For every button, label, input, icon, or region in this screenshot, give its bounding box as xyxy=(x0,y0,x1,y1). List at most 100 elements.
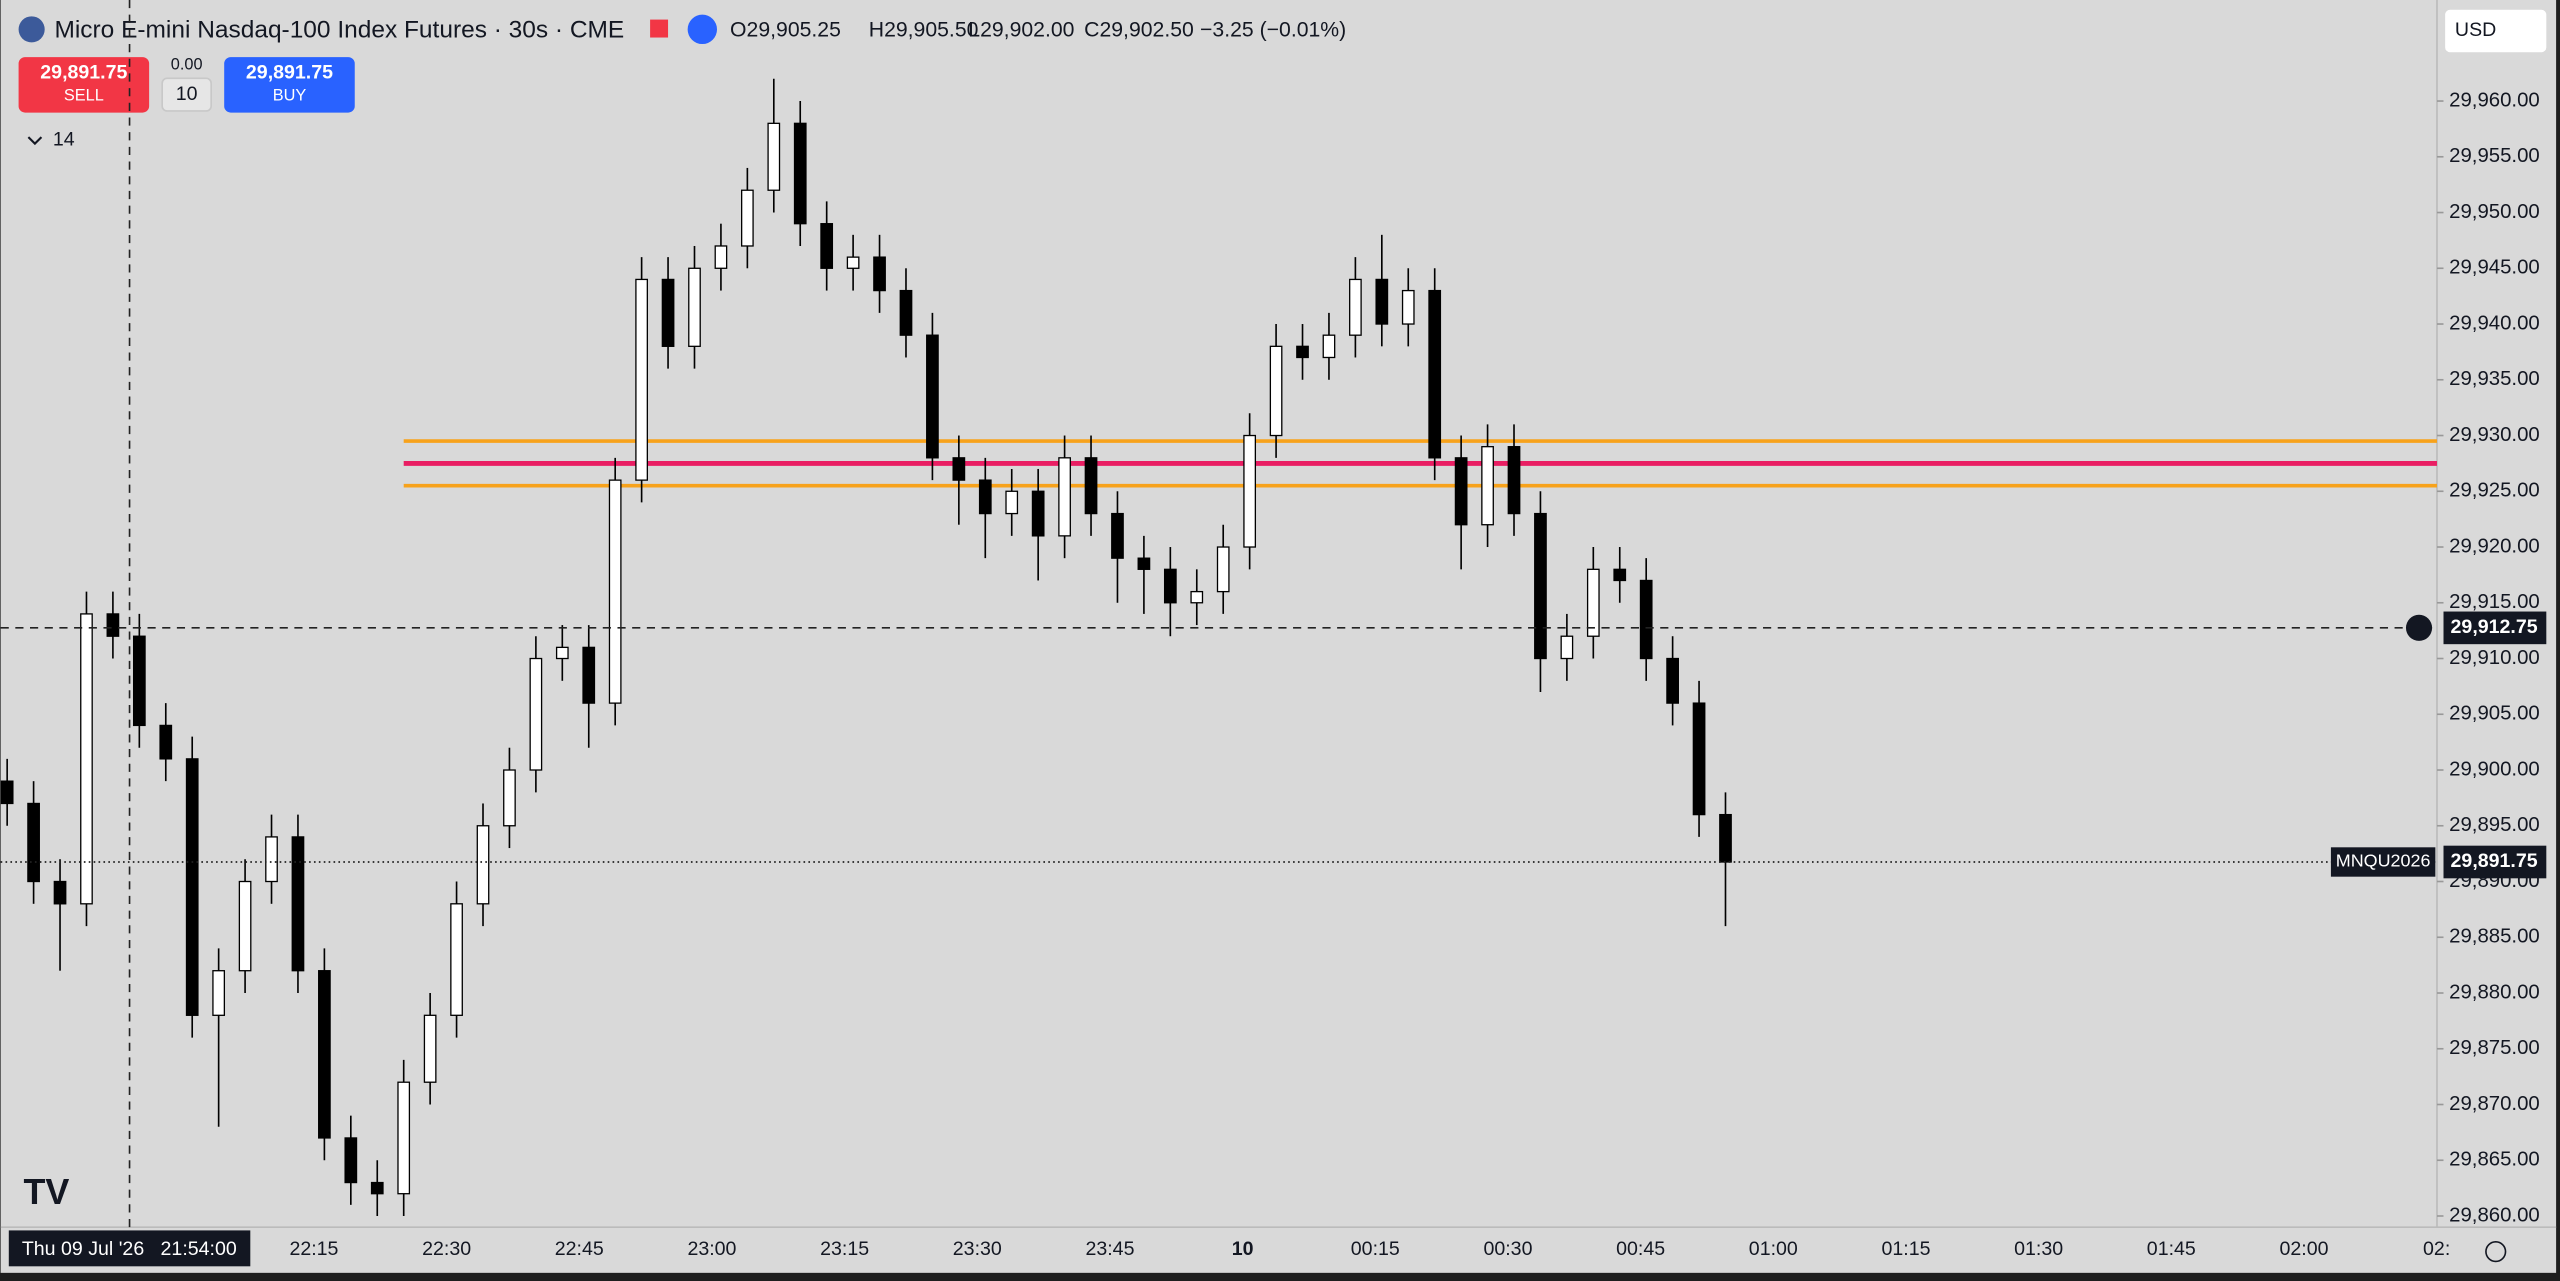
spread: 0.00 xyxy=(171,56,203,74)
candle-body xyxy=(1428,289,1442,459)
crosshair-add-button[interactable] xyxy=(2405,614,2433,641)
candle-body xyxy=(635,278,648,481)
indicators-count: 14 xyxy=(53,129,75,151)
candle-body xyxy=(1692,702,1706,816)
ohlc-open: O29,905.25 xyxy=(730,19,841,42)
plot xyxy=(0,78,2437,1216)
candle-body xyxy=(106,613,120,637)
candle-body xyxy=(1137,557,1151,570)
y-tick-label: 29,935.00 xyxy=(2449,368,2540,390)
candle-body xyxy=(53,880,67,905)
x-tick-label: 01:00 xyxy=(1749,1238,1798,1260)
candle-body xyxy=(1111,512,1124,559)
y-tick-label: 29,960.00 xyxy=(2449,89,2540,111)
candle-body xyxy=(899,289,913,336)
sell-label: SELL xyxy=(64,87,104,105)
x-tick-label: 02:00 xyxy=(2279,1238,2328,1260)
settings-icon[interactable] xyxy=(2485,1241,2507,1263)
logo: TV xyxy=(23,1172,69,1212)
x-tick-label: 00:45 xyxy=(1616,1238,1665,1260)
x-tick-label: 01:30 xyxy=(2014,1238,2063,1260)
y-tick-label: 29,875.00 xyxy=(2449,1037,2540,1059)
candle-body xyxy=(582,646,596,704)
candle-body xyxy=(291,836,305,972)
candle-body xyxy=(767,122,781,191)
quantity-input[interactable] xyxy=(161,77,212,112)
ohlc-low: L29,902.00 xyxy=(968,19,1074,42)
y-tick-label: 29,900.00 xyxy=(2449,758,2540,780)
y-tick-label: 29,880.00 xyxy=(2449,981,2540,1003)
candle-body xyxy=(159,724,173,760)
flag-icon xyxy=(18,16,45,43)
candle-body xyxy=(1190,590,1204,604)
candle-body xyxy=(318,970,331,1139)
y-tick-label: 29,870.00 xyxy=(2449,1093,2540,1115)
currency-button[interactable] xyxy=(2445,9,2547,53)
y-tick-label: 29,895.00 xyxy=(2449,814,2540,836)
candle-body xyxy=(873,256,886,292)
candle-body xyxy=(1666,657,1679,704)
candle-body xyxy=(238,880,252,972)
x-tick-label: 22:45 xyxy=(555,1238,604,1260)
x-tick-label: 23:00 xyxy=(687,1238,736,1260)
y-tick-label: 29,915.00 xyxy=(2449,591,2540,613)
candle-body xyxy=(926,334,939,459)
buy-price: 29,891.75 xyxy=(246,62,333,84)
candle-body xyxy=(397,1081,411,1195)
currency-label: USD xyxy=(2455,19,2496,41)
candle-body xyxy=(1613,568,1627,582)
candle-body xyxy=(952,457,966,481)
candle-body xyxy=(1586,568,1600,637)
x-tick-label: 00:15 xyxy=(1351,1238,1400,1260)
buy-label: BUY xyxy=(273,87,307,105)
candle-body xyxy=(476,825,490,905)
crosshair-price: 29,912.75 xyxy=(2451,616,2538,638)
y-tick-label: 29,905.00 xyxy=(2449,703,2540,725)
candle-body xyxy=(450,903,463,1016)
x-tick-label: 23:15 xyxy=(820,1238,869,1260)
x-tick-label: 23:30 xyxy=(953,1238,1002,1260)
y-tick-label: 29,910.00 xyxy=(2449,647,2540,669)
x-tick-label: 01:45 xyxy=(2147,1238,2196,1260)
symbol-title: Micro E-mini Nasdaq-100 Index Futures · … xyxy=(54,16,624,43)
crosshair-time: 21:54:00 xyxy=(161,1238,237,1260)
symbol-box xyxy=(2330,847,2436,877)
collapse-icon[interactable] xyxy=(27,136,43,146)
x-tick-label: 01:15 xyxy=(1881,1238,1930,1260)
candle-body xyxy=(1401,289,1415,325)
y-tick-label: 29,955.00 xyxy=(2449,145,2540,167)
y-tick-label: 29,950.00 xyxy=(2449,201,2540,223)
sell-price: 29,891.75 xyxy=(40,62,127,84)
x-tick-label: 22:15 xyxy=(289,1238,338,1260)
candle-body xyxy=(27,802,40,883)
crosshair-time-box xyxy=(8,1230,251,1267)
y-tick-label: 29,865.00 xyxy=(2449,1149,2540,1171)
x-tick-label: 22:30 xyxy=(422,1238,471,1260)
y-tick-label: 29,860.00 xyxy=(2449,1204,2540,1226)
candle-body xyxy=(608,479,622,704)
candle-body xyxy=(793,122,807,225)
x-tick-label: 00:30 xyxy=(1483,1238,1532,1260)
candle-body xyxy=(1005,490,1019,515)
flag-marker[interactable] xyxy=(650,19,669,38)
x-tick-label: 02: xyxy=(2423,1238,2450,1260)
sell-button[interactable] xyxy=(18,57,150,113)
buy-button[interactable] xyxy=(224,57,355,113)
candle-body xyxy=(661,278,675,347)
candle-body xyxy=(1031,490,1045,537)
candle-body xyxy=(714,245,728,269)
y-tick-label: 29,945.00 xyxy=(2449,257,2540,279)
replay-button[interactable] xyxy=(687,14,718,45)
candle-body xyxy=(132,635,146,727)
candle-body xyxy=(344,1137,358,1184)
crosshair-date: Thu 09 Jul '26 xyxy=(22,1238,144,1260)
ohlc-close: C29,902.50 xyxy=(1084,19,1194,42)
candle-body xyxy=(1349,278,1362,336)
y-tick-label: 29,920.00 xyxy=(2449,535,2540,557)
candle-body xyxy=(555,646,569,660)
candle-body xyxy=(1560,635,1574,660)
last-price-label: 29,891.75 xyxy=(2451,850,2538,872)
candle-body xyxy=(80,613,93,905)
